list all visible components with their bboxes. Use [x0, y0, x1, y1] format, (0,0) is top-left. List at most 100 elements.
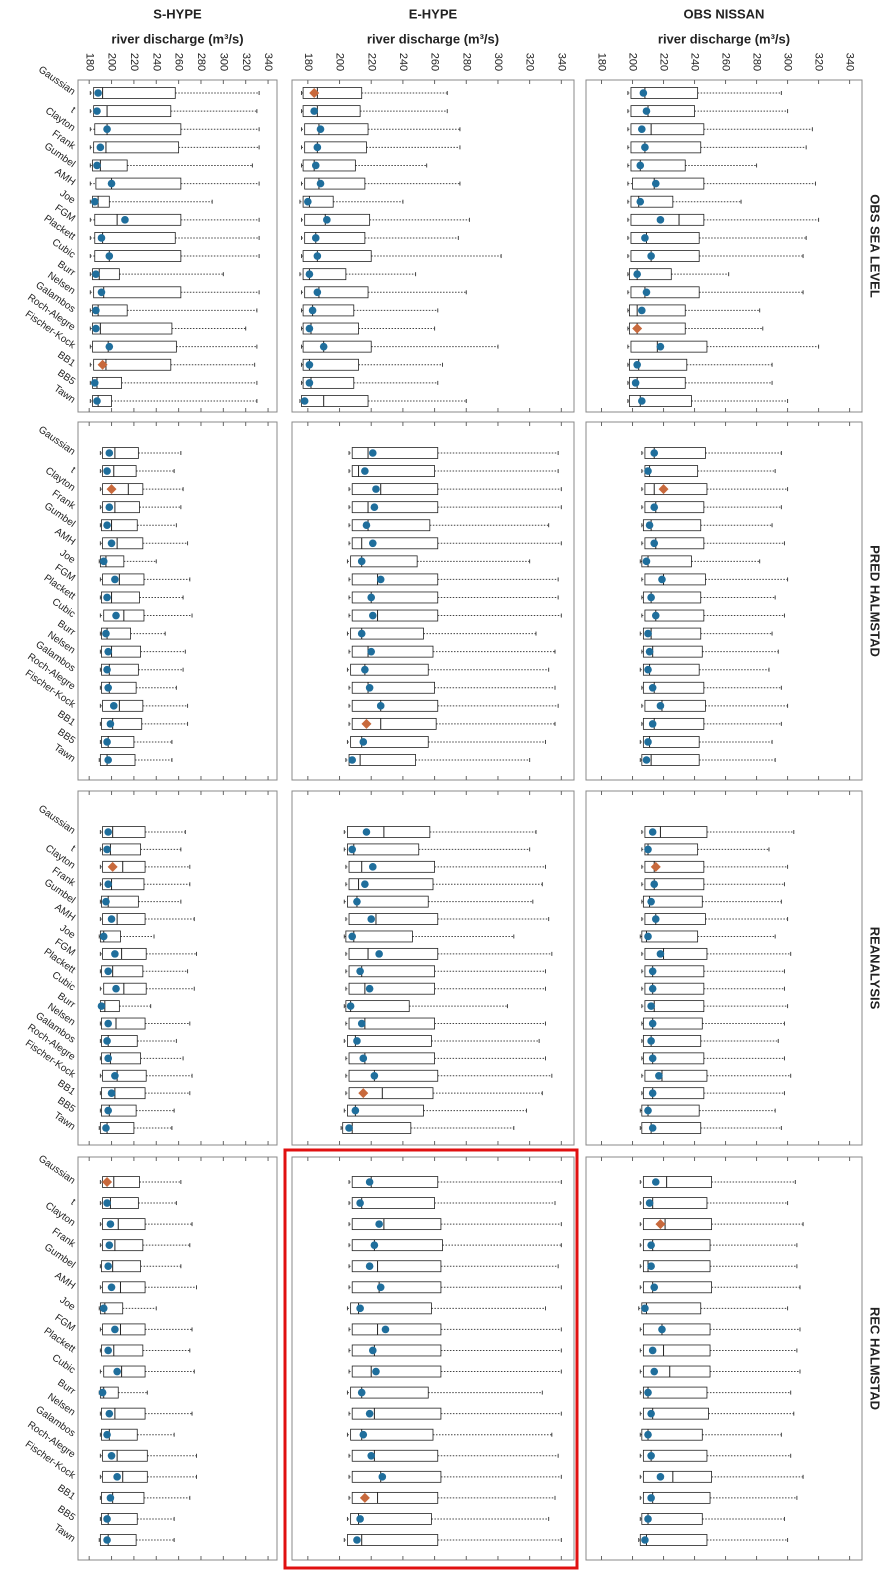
- box: [304, 177, 366, 190]
- box: [92, 340, 177, 353]
- box: [101, 1407, 146, 1420]
- box: [351, 465, 435, 477]
- estimate-marker: [648, 720, 657, 728]
- estimate-marker: [357, 1388, 366, 1397]
- panel-frame: [291, 1156, 575, 1561]
- estimate-marker: [650, 1283, 659, 1292]
- estimate-marker: [648, 1019, 657, 1028]
- panel-frame: [77, 421, 278, 781]
- estimate-marker: [111, 1071, 119, 1080]
- box: [642, 736, 700, 748]
- box: [642, 1218, 712, 1231]
- x-tick-label: 300: [492, 53, 504, 71]
- estimate-marker: [645, 521, 654, 530]
- estimate-marker: [655, 1219, 666, 1230]
- estimate-marker: [650, 880, 659, 889]
- box: [642, 681, 705, 694]
- box: [630, 340, 708, 353]
- box: [101, 1491, 145, 1504]
- panel-frame: [291, 421, 575, 781]
- box: [351, 1470, 442, 1483]
- estimate-marker: [103, 521, 111, 530]
- panel-frame: [291, 790, 575, 1146]
- estimate-marker: [641, 1304, 649, 1313]
- estimate-marker: [658, 575, 666, 584]
- estimate-marker: [359, 1492, 370, 1503]
- estimate-marker: [111, 575, 119, 584]
- box: [348, 1017, 435, 1030]
- box: [351, 447, 439, 459]
- estimate-marker: [647, 1037, 655, 1045]
- estimate-marker: [356, 967, 364, 976]
- estimate-marker: [644, 1388, 652, 1397]
- x-tick-label: 220: [365, 53, 377, 71]
- category-label: Cubic: [50, 970, 77, 994]
- estimate-marker: [99, 557, 108, 566]
- panel-frame: [77, 1156, 278, 1561]
- box: [630, 250, 700, 262]
- estimate-marker: [104, 967, 112, 976]
- estimate-marker: [90, 197, 99, 206]
- estimate-marker: [359, 738, 368, 746]
- x-tick-label: 340: [555, 53, 567, 71]
- box: [94, 250, 182, 262]
- category-label: BB1: [55, 1483, 77, 1503]
- box: [642, 1386, 708, 1399]
- estimate-marker: [111, 950, 119, 958]
- box: [304, 286, 369, 299]
- x-tick-label: 180: [302, 53, 314, 71]
- box: [348, 1069, 439, 1082]
- box: [644, 913, 706, 925]
- estimate-marker: [102, 629, 110, 638]
- estimate-marker: [92, 324, 100, 333]
- box: [93, 141, 180, 154]
- box: [101, 736, 135, 748]
- estimate-marker: [351, 1106, 360, 1115]
- estimate-marker: [645, 647, 654, 656]
- category-label: BB1: [55, 1078, 77, 1098]
- box: [102, 843, 142, 856]
- estimate-marker: [365, 683, 374, 692]
- estimate-marker: [107, 1089, 116, 1097]
- panel-frame: [77, 790, 278, 1146]
- box: [630, 87, 699, 99]
- box: [348, 947, 439, 960]
- estimate-marker: [644, 629, 652, 638]
- category-label: Cubic: [50, 1352, 77, 1376]
- estimate-marker: [106, 720, 115, 728]
- box: [350, 1302, 432, 1315]
- box: [644, 573, 706, 586]
- estimate-marker: [105, 503, 114, 511]
- estimate-marker: [372, 485, 380, 493]
- estimate-marker: [353, 1536, 361, 1544]
- estimate-marker: [648, 683, 657, 692]
- x-tick-label: 200: [334, 53, 346, 71]
- estimate-marker: [104, 828, 112, 836]
- estimate-marker: [348, 932, 357, 941]
- estimate-marker: [102, 1124, 110, 1132]
- box: [629, 322, 686, 335]
- estimate-marker: [639, 89, 648, 97]
- estimate-marker: [94, 89, 102, 97]
- estimate-marker: [361, 718, 372, 729]
- x-tick-label: 300: [217, 53, 229, 71]
- estimate-marker: [370, 503, 379, 511]
- box: [642, 1365, 711, 1378]
- estimate-marker: [103, 1037, 111, 1045]
- category-label: BB1: [55, 350, 77, 370]
- estimate-marker: [381, 1325, 390, 1334]
- box: [342, 1122, 412, 1134]
- estimate-marker: [93, 397, 101, 405]
- x-tick-label: 280: [195, 53, 207, 71]
- estimate-marker: [310, 107, 318, 115]
- estimate-marker: [113, 1473, 121, 1481]
- estimate-marker: [365, 1409, 374, 1418]
- x-tick-label: 240: [689, 53, 701, 71]
- estimate-marker: [641, 234, 649, 242]
- box: [351, 1260, 442, 1273]
- box: [94, 213, 182, 226]
- estimate-marker: [656, 216, 665, 224]
- estimate-marker: [97, 1002, 106, 1010]
- category-label: Tawn: [52, 383, 77, 405]
- x-tick-label: 300: [782, 53, 794, 71]
